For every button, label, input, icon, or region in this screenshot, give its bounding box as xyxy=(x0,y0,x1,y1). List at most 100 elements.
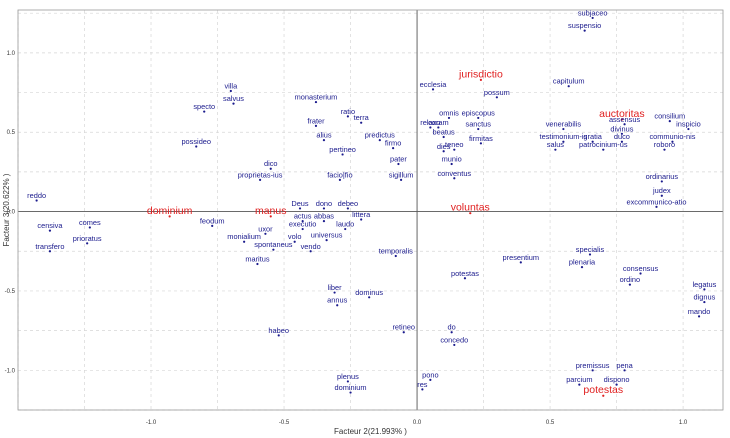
point-marker xyxy=(322,139,326,142)
point-marker xyxy=(378,139,381,142)
point-marker xyxy=(346,207,349,210)
x-tick-label: 0.0 xyxy=(413,420,422,426)
point-marker xyxy=(687,127,690,131)
data-point: abbas xyxy=(314,212,334,223)
data-point: transfero xyxy=(35,242,65,253)
point-marker xyxy=(703,288,706,291)
point-marker xyxy=(671,140,674,143)
point-label: ecclesia xyxy=(420,80,448,89)
point-label: auctoritas xyxy=(599,108,645,120)
point-label: judex xyxy=(652,186,671,195)
data-point: auctoritas xyxy=(599,108,645,121)
point-label: possideo xyxy=(181,137,211,146)
plot-frame xyxy=(17,9,724,411)
data-point: firmo xyxy=(385,139,401,150)
data-point: coram xyxy=(428,118,449,129)
point-label: patrocinium-us xyxy=(579,140,628,149)
point-marker xyxy=(578,383,581,386)
point-marker xyxy=(48,229,52,232)
data-point: dominus xyxy=(355,288,383,299)
point-label: dico xyxy=(264,159,278,168)
point-label: dono xyxy=(316,199,332,208)
data-point: villa xyxy=(224,81,238,93)
point-marker xyxy=(429,126,432,129)
point-label: mando xyxy=(688,307,711,316)
data-point: relaxo xyxy=(420,118,440,129)
data-point: debeo xyxy=(338,199,358,210)
data-point: duco xyxy=(614,132,630,143)
data-point: dico xyxy=(264,159,278,170)
data-point: frater xyxy=(307,116,325,127)
point-label: salvus xyxy=(223,94,244,103)
point-marker xyxy=(479,142,483,145)
point-marker xyxy=(368,296,371,299)
point-marker xyxy=(620,118,624,121)
point-marker xyxy=(256,262,259,266)
point-label: communio-nis xyxy=(649,132,695,141)
point-marker xyxy=(48,250,52,253)
point-marker xyxy=(229,89,232,93)
point-label: abbas xyxy=(314,212,334,221)
point-label: laudo xyxy=(336,220,354,229)
data-point: retineo xyxy=(392,323,415,334)
point-label: universus xyxy=(311,231,343,240)
point-label: annus xyxy=(327,296,347,305)
point-marker xyxy=(583,29,586,32)
point-marker xyxy=(314,100,318,104)
point-label: episcopus xyxy=(462,108,496,117)
data-point: inspicio xyxy=(676,120,701,131)
point-marker xyxy=(477,127,480,131)
data-point: parcium xyxy=(566,375,592,386)
point-marker xyxy=(309,250,312,253)
point-marker xyxy=(264,232,267,235)
data-point: dominium xyxy=(147,205,193,218)
point-marker xyxy=(402,331,405,334)
x-tick-label: 1.0 xyxy=(679,420,688,426)
y-tick-label: 1.0 xyxy=(7,51,16,57)
data-point: capitulum xyxy=(553,77,585,88)
point-label: legatus xyxy=(692,280,716,289)
point-marker xyxy=(450,162,453,166)
data-point: conventus xyxy=(437,169,471,180)
point-marker xyxy=(338,178,342,181)
data-point: comes xyxy=(79,218,101,229)
y-tick-label: -1.0 xyxy=(5,368,16,374)
point-marker xyxy=(602,148,605,151)
point-label: maritus xyxy=(245,254,270,263)
point-label: terra xyxy=(354,113,370,122)
point-marker xyxy=(453,343,456,347)
point-label: potestas xyxy=(583,384,623,396)
point-label: suspensio xyxy=(568,21,601,30)
point-marker xyxy=(325,239,328,242)
data-point: consensus xyxy=(623,264,658,275)
point-marker xyxy=(697,315,701,318)
data-point: liber xyxy=(328,283,342,294)
data-point: dono xyxy=(316,199,332,210)
point-label: ordino xyxy=(620,275,641,284)
data-point: suspensio xyxy=(568,21,601,32)
data-point: presentium xyxy=(503,253,539,264)
data-point: reddo xyxy=(27,191,46,202)
data-point: potestas xyxy=(451,269,479,280)
point-label: specialis xyxy=(576,245,605,254)
point-label: firmo xyxy=(385,139,401,148)
point-label: vendo xyxy=(301,242,321,251)
point-label: res xyxy=(417,380,428,389)
point-label: habeo xyxy=(268,326,289,335)
data-point: facio|fio xyxy=(327,170,353,181)
point-marker xyxy=(322,220,326,223)
point-marker xyxy=(301,220,304,223)
point-label: littera xyxy=(352,210,371,219)
point-marker xyxy=(392,146,395,150)
point-label: coram xyxy=(428,118,449,127)
point-marker xyxy=(293,240,296,243)
data-point: sigillum xyxy=(389,170,413,181)
data-point: laudo xyxy=(336,220,354,231)
point-marker xyxy=(394,254,397,258)
point-label: proprietas-ius xyxy=(238,170,283,179)
point-label: parcium xyxy=(566,375,592,384)
point-label: jurisdictio xyxy=(458,68,503,80)
point-marker xyxy=(660,194,663,197)
data-point: voluntas xyxy=(451,202,490,215)
point-label: testimonium-is xyxy=(540,132,588,141)
